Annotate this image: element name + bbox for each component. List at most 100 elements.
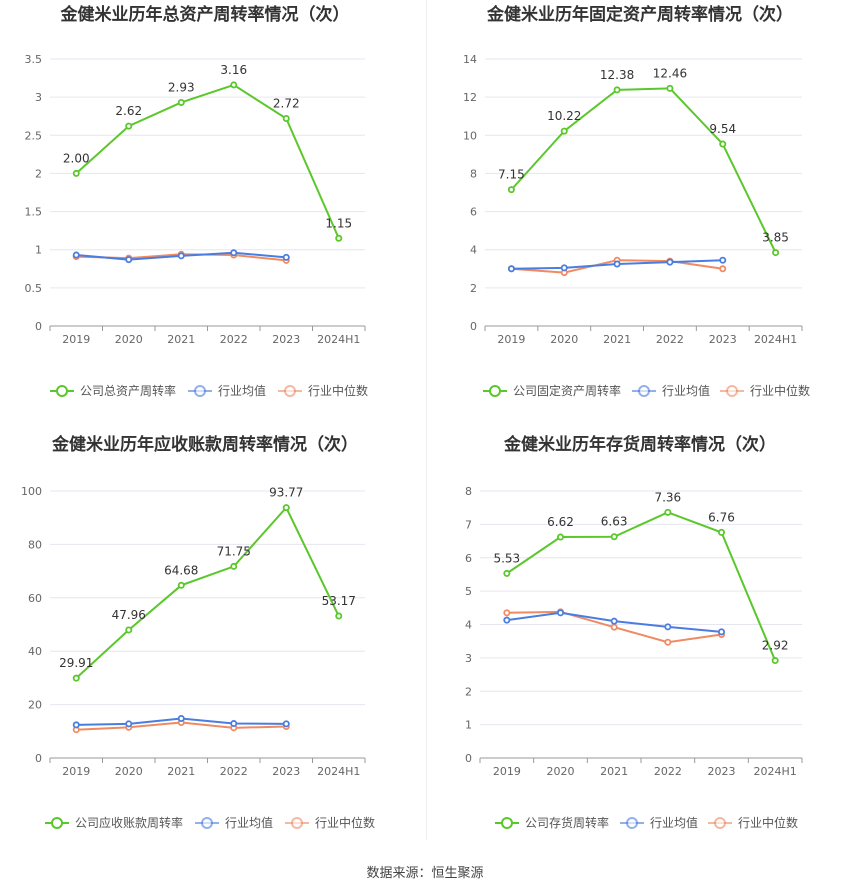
data-point-avg bbox=[72, 721, 80, 729]
data-point-company bbox=[560, 127, 568, 135]
x-tick-label: 2022 bbox=[220, 333, 248, 346]
data-point-avg bbox=[610, 617, 618, 625]
legend-label: 公司固定资产周转率 bbox=[513, 383, 621, 398]
y-tick-label: 40 bbox=[28, 645, 42, 658]
x-tick-label: 2019 bbox=[62, 333, 90, 346]
x-tick-label: 2021 bbox=[600, 765, 628, 778]
data-point-median bbox=[719, 265, 727, 273]
data-point-avg bbox=[177, 714, 185, 722]
y-tick-label: 0 bbox=[35, 320, 42, 333]
data-point-avg bbox=[664, 623, 672, 631]
data-label: 9.54 bbox=[709, 122, 736, 136]
data-label: 64.68 bbox=[164, 563, 198, 577]
data-label: 29.91 bbox=[59, 656, 93, 670]
legend-marker bbox=[489, 385, 501, 397]
chart-group: 金健米业历年总资产周转率情况（次） 0 0.5 1 1.5 2 2.5 3 3.5 2019 202… bbox=[25, 4, 369, 398]
data-point-avg bbox=[177, 252, 185, 260]
data-label: 2.00 bbox=[63, 151, 90, 165]
data-point-company bbox=[72, 169, 80, 177]
legend-marker bbox=[501, 817, 513, 829]
y-tick-label: 2 bbox=[35, 167, 42, 180]
x-tick-label: 2020 bbox=[550, 333, 578, 346]
y-tick-label: 0 bbox=[35, 752, 42, 765]
data-label: 3.16 bbox=[220, 63, 247, 77]
chart-svg: 金健米业历年总资产周转率情况（次） 0 0.5 1 1.5 2 2.5 3 3.5 2019 202… bbox=[25, 4, 369, 398]
x-tick-label: 2024H1 bbox=[317, 333, 360, 346]
chart-group: 金健米业历年固定资产周转率情况（次） 0 2 4 6 8 10 12 14 2019 2020 202… bbox=[463, 4, 810, 398]
data-point-avg bbox=[613, 260, 621, 268]
chart-inventory-turnover: 金健米业历年存货周转率情况（次） 0 1 2 3 4 5 6 7 8 2019 2020 2021 202… bbox=[425, 430, 850, 860]
data-label: 47.96 bbox=[112, 608, 146, 622]
data-point-avg bbox=[503, 616, 511, 624]
legend-item-avg: 行业均值 bbox=[632, 383, 710, 398]
data-point-avg bbox=[560, 264, 568, 272]
y-tick-label: 0 bbox=[465, 752, 472, 765]
legend-label: 行业中位数 bbox=[738, 815, 798, 830]
data-point-company bbox=[772, 249, 780, 257]
chart-title: 金健米业历年应收账款周转率情况（次） bbox=[51, 434, 358, 455]
chart-svg: 金健米业历年固定资产周转率情况（次） 0 2 4 6 8 10 12 14 2019 2020 202… bbox=[463, 4, 810, 398]
data-point-avg bbox=[230, 720, 238, 728]
y-tick-label: 0 bbox=[470, 320, 477, 333]
data-point-company bbox=[230, 81, 238, 89]
data-label: 6.63 bbox=[601, 515, 628, 529]
legend-marker bbox=[284, 385, 296, 397]
data-point-avg bbox=[125, 256, 133, 264]
data-label: 10.22 bbox=[547, 109, 581, 123]
x-tick-label: 2022 bbox=[654, 765, 682, 778]
data-point-avg bbox=[719, 256, 727, 264]
y-tick-label: 1 bbox=[35, 244, 42, 257]
y-tick-label: 6 bbox=[470, 206, 477, 219]
data-point-company bbox=[230, 562, 238, 570]
chart-title: 金健米业历年存货周转率情况（次） bbox=[503, 434, 776, 455]
chart-group: 金健米业历年存货周转率情况（次） 0 1 2 3 4 5 6 7 8 2019 2020 2021 202… bbox=[465, 434, 803, 830]
data-point-median bbox=[664, 638, 672, 646]
data-point-company bbox=[771, 657, 779, 665]
y-tick-label: 100 bbox=[21, 485, 42, 498]
y-tick-label: 60 bbox=[28, 592, 42, 605]
data-point-company bbox=[72, 674, 80, 682]
legend-label: 公司应收账款周转率 bbox=[75, 815, 183, 830]
data-point-company bbox=[282, 504, 290, 512]
y-tick-label: 0.5 bbox=[25, 282, 43, 295]
y-tick-label: 10 bbox=[463, 129, 477, 142]
x-tick-label: 2019 bbox=[497, 333, 525, 346]
y-tick-label: 4 bbox=[465, 619, 472, 632]
y-tick-label: 12 bbox=[463, 91, 477, 104]
chart-svg: 金健米业历年存货周转率情况（次） 0 1 2 3 4 5 6 7 8 2019 2020 2021 202… bbox=[465, 434, 803, 830]
data-point-company bbox=[610, 533, 618, 541]
y-tick-label: 20 bbox=[28, 699, 42, 712]
x-tick-label: 2024H1 bbox=[754, 765, 797, 778]
legend-marker bbox=[726, 385, 738, 397]
legend-marker bbox=[626, 817, 638, 829]
data-point-company bbox=[125, 122, 133, 130]
legend-item-company: 公司应收账款周转率 bbox=[45, 815, 183, 830]
x-tick-label: 2020 bbox=[115, 333, 143, 346]
data-point-company bbox=[335, 612, 343, 620]
series-line-company bbox=[510, 87, 777, 254]
x-tick-label: 2023 bbox=[709, 333, 737, 346]
data-label: 3.85 bbox=[762, 231, 789, 245]
data-point-median bbox=[503, 609, 511, 617]
y-tick-label: 8 bbox=[465, 485, 472, 498]
data-label: 6.62 bbox=[547, 515, 574, 529]
legend-label: 行业中位数 bbox=[308, 383, 368, 398]
legend-item-median: 行业中位数 bbox=[285, 815, 375, 830]
data-point-company bbox=[503, 569, 511, 577]
legend-marker bbox=[714, 817, 726, 829]
chart-title: 金健米业历年总资产周转率情况（次） bbox=[60, 4, 350, 25]
x-tick-label: 2023 bbox=[708, 765, 736, 778]
data-label: 5.53 bbox=[493, 551, 520, 565]
data-source: 数据来源：恒生聚源 bbox=[366, 866, 484, 881]
data-point-company bbox=[177, 581, 185, 589]
x-tick-label: 2024H1 bbox=[317, 765, 360, 778]
data-point-company bbox=[125, 626, 133, 634]
data-label: 12.38 bbox=[600, 68, 634, 82]
data-point-avg bbox=[282, 720, 290, 728]
legend-item-company: 公司存货周转率 bbox=[495, 815, 609, 830]
y-tick-label: 3.5 bbox=[25, 53, 43, 66]
data-point-company bbox=[177, 98, 185, 106]
legend-label: 行业中位数 bbox=[750, 383, 810, 398]
data-label: 1.15 bbox=[325, 216, 352, 230]
series-line-company bbox=[75, 83, 340, 239]
